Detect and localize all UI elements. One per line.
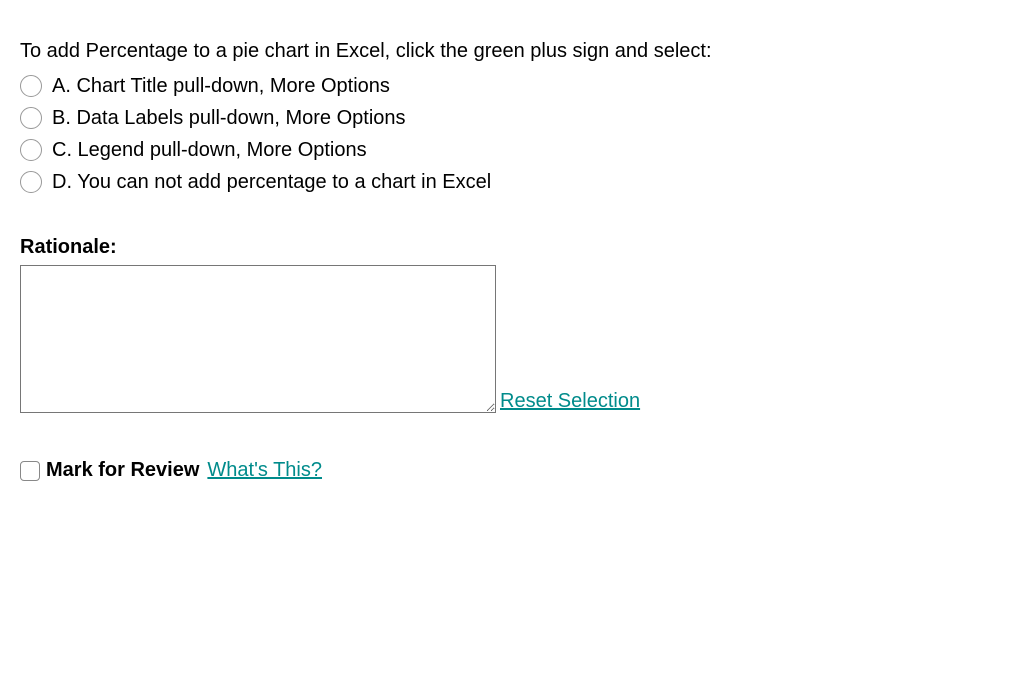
mark-review-checkbox[interactable] [20,461,40,481]
radio-option-a[interactable] [20,75,42,97]
option-label-a[interactable]: A. Chart Title pull-down, More Options [52,72,390,100]
radio-option-c[interactable] [20,139,42,161]
rationale-label: Rationale: [20,236,1004,259]
option-label-d[interactable]: D. You can not add percentage to a chart… [52,168,491,196]
option-label-c[interactable]: C. Legend pull-down, More Options [52,136,367,164]
option-row: C. Legend pull-down, More Options [20,136,1004,164]
radio-option-b[interactable] [20,107,42,129]
whats-this-link[interactable]: What's This? [207,459,322,482]
mark-review-label[interactable]: Mark for Review [46,459,199,482]
rationale-row: Reset Selection [20,265,1004,413]
radio-option-d[interactable] [20,171,42,193]
option-row: A. Chart Title pull-down, More Options [20,72,1004,100]
option-row: B. Data Labels pull-down, More Options [20,104,1004,132]
review-row: Mark for Review What's This? [20,459,1004,482]
rationale-textarea[interactable] [20,265,496,413]
question-text: To add Percentage to a pie chart in Exce… [20,38,1004,64]
option-label-b[interactable]: B. Data Labels pull-down, More Options [52,104,406,132]
option-row: D. You can not add percentage to a chart… [20,168,1004,196]
reset-selection-link[interactable]: Reset Selection [500,390,640,413]
options-group: A. Chart Title pull-down, More Options B… [20,72,1004,196]
